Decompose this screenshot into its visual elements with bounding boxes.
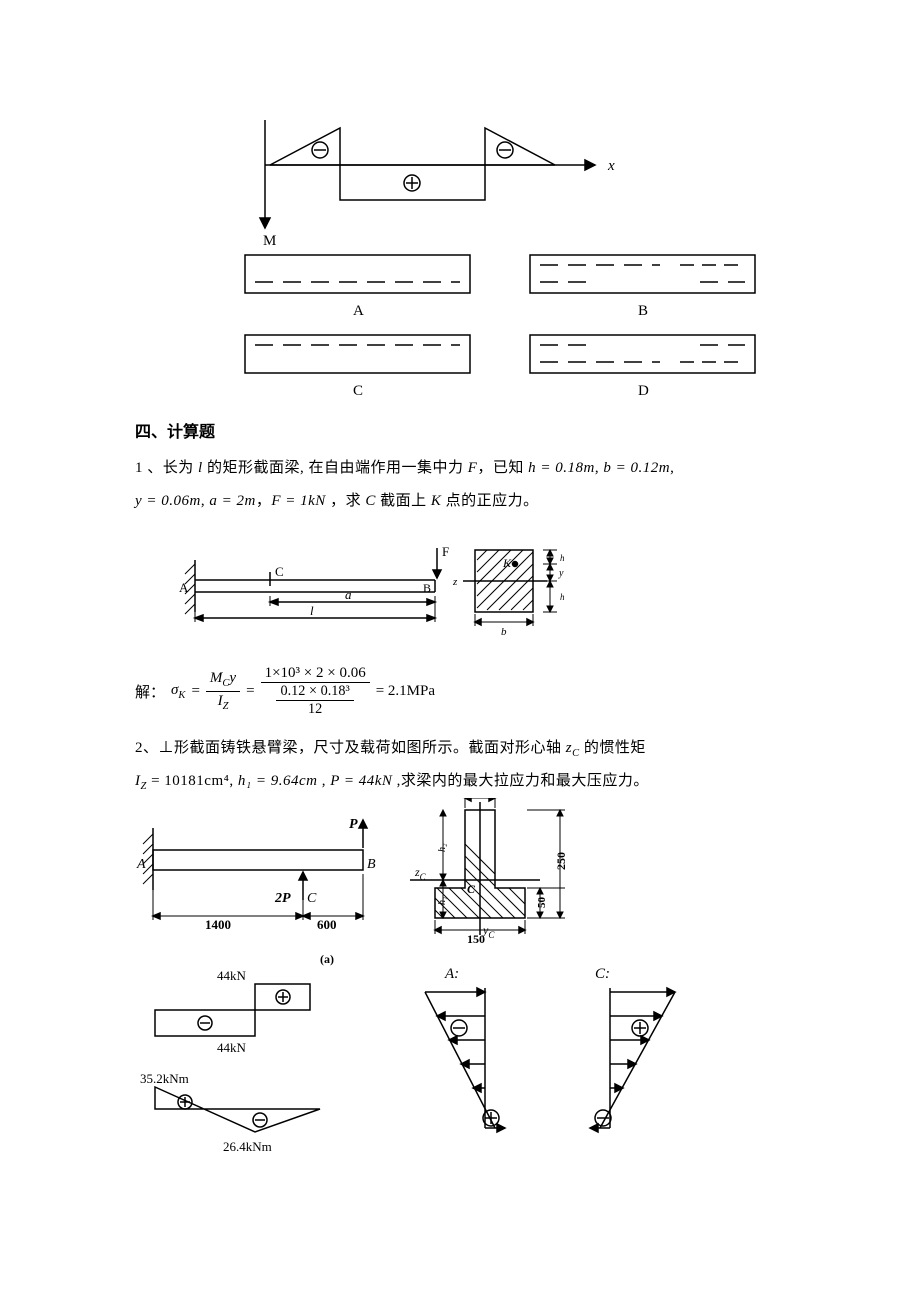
p1-te: 截面上 — [376, 493, 431, 509]
p2-Iv: = 10181cm⁴ — [147, 773, 230, 789]
sfd-v2: 44kN — [217, 1040, 247, 1055]
p1f-C: C — [275, 564, 284, 579]
option-d-label: D — [638, 383, 649, 399]
p1f-h2: h — [560, 592, 565, 602]
p2f-C: C — [307, 891, 317, 906]
sol-iz: Z — [223, 701, 229, 712]
bmd-m1: 35.2kNm — [140, 1071, 189, 1086]
top-options-figure: x M A B — [135, 110, 785, 410]
p1-C: C — [365, 493, 376, 509]
p1-c4: ， — [256, 493, 272, 509]
p1f-a: a — [345, 587, 352, 602]
p1-y: y = 0.06m — [135, 493, 201, 509]
p2f-s1: 1400 — [205, 917, 231, 932]
bmd-m2: 26.4kNm — [223, 1139, 272, 1154]
p2f-s2: 600 — [317, 917, 337, 932]
p2-zcs: C — [572, 748, 580, 759]
p2cs-ys: C — [488, 930, 495, 940]
p1f-F: F — [442, 544, 449, 559]
sfd-bmd-figure: 44kN 44kN 35.2kNm 26.4kNm — [135, 962, 365, 1162]
p1f-K: K — [502, 556, 512, 570]
p1f-z: z — [452, 576, 458, 588]
p2f-B: B — [367, 857, 376, 872]
p2f-P: P — [349, 817, 358, 832]
sol-num: 1×10³ × 2 × 0.06 — [261, 664, 370, 683]
sol-y: y — [229, 670, 236, 686]
p2cs-th: 250 — [554, 852, 568, 870]
p1-K: K — [431, 493, 442, 509]
p1f-l: l — [310, 603, 314, 618]
p2-c2: , — [317, 773, 330, 789]
p1-Fv: F = 1kN — [271, 493, 325, 509]
p2cs-h2: h₂ — [437, 843, 448, 852]
p2-tc: ,求梁内的最大拉应力和最大压应力。 — [392, 773, 649, 789]
sfd-v1: 44kN — [217, 968, 247, 983]
p1-h: h = 0.18m — [528, 460, 595, 476]
problem-2-text: 2、⊥形截面铸铁悬臂梁，尺寸及载荷如图所示。截面对形心轴 zC 的惯性矩 IZ … — [135, 732, 785, 798]
problem-1-figure: A C B F a l — [175, 540, 615, 650]
p2-ta: 2、⊥形截面铸铁悬臂梁，尺寸及载荷如图所示。截面对形心轴 — [135, 740, 566, 756]
p1-a: a = 2m — [209, 493, 255, 509]
sol-res: = 2.1MPa — [376, 683, 435, 700]
p1f-h1: h — [560, 553, 565, 563]
problem-2-figure: A B P 2P C 1400 600 — [125, 798, 645, 968]
p1-tf: 点的正应力。 — [441, 493, 538, 509]
p2f-2P: 2P — [274, 891, 291, 906]
sol-eq2: = — [246, 683, 254, 700]
sol-sigmak: K — [178, 690, 185, 701]
p2cs-C: C — [467, 882, 476, 896]
option-c-label: C — [353, 383, 363, 399]
section-4-heading: 四、计算题 — [135, 418, 785, 442]
axis-x-label: x — [607, 158, 615, 174]
p2cs-zs: C — [420, 872, 427, 882]
sol-denb: 12 — [276, 701, 353, 718]
p2f-A: A — [136, 857, 146, 872]
p2cs-h1l: h₁ — [437, 897, 448, 905]
p2-c1: , — [229, 773, 238, 789]
sol-mc: M — [210, 670, 223, 686]
sol-dent: 0.12 × 0.18³ — [276, 683, 353, 701]
p1f-blbl: b — [501, 626, 507, 638]
stress-dist-figure: A: C: — [395, 962, 735, 1162]
p2cs-fw: 150 — [467, 932, 485, 946]
sd-C: C: — [595, 966, 610, 982]
sol-label: 解： — [135, 681, 165, 702]
p1-b: b = 0.12m — [603, 460, 670, 476]
p1-tb: 的矩形截面梁, 在自由端作用一集中力 — [203, 460, 468, 476]
problem-1-text: 1 、长为 l 的矩形截面梁, 在自由端作用一集中力 F，已知 h = 0.18… — [135, 452, 785, 518]
p1-F: F — [468, 460, 478, 476]
p2cs-fh: 50 — [536, 897, 548, 909]
p2-tb: 的惯性矩 — [580, 740, 646, 756]
p1f-A: A — [179, 580, 189, 595]
sd-A: A: — [444, 966, 459, 982]
p2-h1: h₁ = 9.64cm — [238, 773, 318, 789]
option-a-label: A — [353, 303, 364, 319]
p1f-B: B — [423, 581, 431, 595]
m-axis-label: M — [263, 233, 276, 249]
p2-P: P = 44kN — [330, 773, 392, 789]
p1-tc: ，已知 — [477, 460, 528, 476]
problem-1-solution: 解： σK = MCy IZ = 1×10³ × 2 × 0.06 0.12 ×… — [135, 664, 785, 718]
p1-ta: 1 、长为 — [135, 460, 198, 476]
p1f-y: y — [558, 568, 564, 579]
option-b-label: B — [638, 303, 648, 319]
p1-c2: , — [670, 460, 674, 476]
sol-eq1: = — [191, 683, 199, 700]
p1-td: ，求 — [326, 493, 366, 509]
